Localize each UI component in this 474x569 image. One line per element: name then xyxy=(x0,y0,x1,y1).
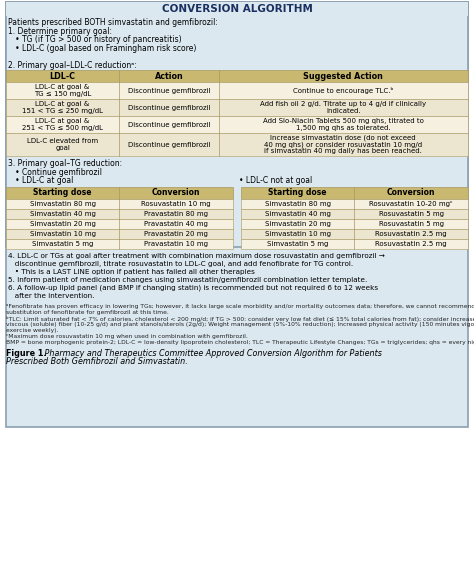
Bar xyxy=(241,208,468,218)
Text: BMP = bone morphogenic protein-2; LDL-C = low-density lipoprotein cholesterol; T: BMP = bone morphogenic protein-2; LDL-C … xyxy=(6,340,474,344)
Bar xyxy=(241,199,468,208)
Text: Simvastatin 10 mg: Simvastatin 10 mg xyxy=(30,230,96,237)
Text: Rosuvastatin 5 mg: Rosuvastatin 5 mg xyxy=(379,221,444,226)
Text: Starting dose: Starting dose xyxy=(268,188,327,197)
Text: ᵇTLC: Limit saturated fat < 7% of calories, cholesterol < 200 mg/d; if TG > 500:: ᵇTLC: Limit saturated fat < 7% of calori… xyxy=(6,315,474,321)
Text: CONVERSION ALGORITHM: CONVERSION ALGORITHM xyxy=(162,4,312,14)
Text: 4. LDL-C or TGs at goal after treatment with combination maximum dose rosuvastat: 4. LDL-C or TGs at goal after treatment … xyxy=(8,253,385,258)
Text: Simvastatin 20 mg: Simvastatin 20 mg xyxy=(30,221,96,226)
Text: after the intervention.: after the intervention. xyxy=(8,292,94,299)
Bar xyxy=(6,2,468,246)
Text: 2. Primary goal–LDL-C reductionᵃ:: 2. Primary goal–LDL-C reductionᵃ: xyxy=(8,60,137,69)
Text: Discontinue gemfibrozil: Discontinue gemfibrozil xyxy=(128,122,210,127)
Text: 251 < TG ≤ 500 mg/dL: 251 < TG ≤ 500 mg/dL xyxy=(22,125,103,131)
Bar xyxy=(6,199,233,208)
Text: Rosuvastatin 5 mg: Rosuvastatin 5 mg xyxy=(379,211,444,216)
Bar xyxy=(6,82,468,99)
Bar xyxy=(241,229,468,238)
Text: Prescribed Both Gemfibrozil and Simvastatin.: Prescribed Both Gemfibrozil and Simvasta… xyxy=(6,357,188,366)
Bar xyxy=(241,218,468,229)
Text: • This is a LAST LINE option if patient has failed all other therapies: • This is a LAST LINE option if patient … xyxy=(8,269,255,274)
Text: Add Slo-Niacin Tablets 500 mg qhs, titrated to: Add Slo-Niacin Tablets 500 mg qhs, titra… xyxy=(263,118,424,124)
Text: Pravastatin 10 mg: Pravastatin 10 mg xyxy=(144,241,208,246)
Text: LDL-C elevated from: LDL-C elevated from xyxy=(27,138,98,145)
Text: Suggested Action: Suggested Action xyxy=(303,72,383,80)
Text: • TG (if TG > 500 or history of pancreatitis): • TG (if TG > 500 or history of pancreat… xyxy=(8,35,182,44)
Text: Discontinue gemfibrozil: Discontinue gemfibrozil xyxy=(128,88,210,93)
Text: 6. A follow-up lipid panel (and BMP if changing statin) is recommended but not r: 6. A follow-up lipid panel (and BMP if c… xyxy=(8,284,378,291)
Bar xyxy=(6,2,468,16)
Text: discontinue gemfibrozil, titrate rosuvastatin to LDL-C goal, and add fenofibrate: discontinue gemfibrozil, titrate rosuvas… xyxy=(8,261,353,266)
Bar xyxy=(241,238,468,249)
Text: Continue to encourage TLC.ᵇ: Continue to encourage TLC.ᵇ xyxy=(293,87,393,94)
Text: Rosuvastatin 10-20 mgᶜ: Rosuvastatin 10-20 mgᶜ xyxy=(369,200,453,207)
Text: Simvastatin 80 mg: Simvastatin 80 mg xyxy=(30,200,96,207)
Text: Rosuvastatin 2.5 mg: Rosuvastatin 2.5 mg xyxy=(375,241,447,246)
Text: Pravastatin 80 mg: Pravastatin 80 mg xyxy=(144,211,208,216)
Text: 5. Inform patient of medication changes using simvastatin/gemfibrozil combinatio: 5. Inform patient of medication changes … xyxy=(8,277,367,282)
Text: Discontinue gemfibrozil: Discontinue gemfibrozil xyxy=(128,142,210,147)
Text: Simvastatin 80 mg: Simvastatin 80 mg xyxy=(265,200,331,207)
Bar xyxy=(6,187,233,199)
Text: 1. Determine primary goal:: 1. Determine primary goal: xyxy=(8,27,112,35)
Text: viscous (soluble) fiber (10-25 g/d) and plant stanols/sterols (2g/d); Weight man: viscous (soluble) fiber (10-25 g/d) and … xyxy=(6,321,474,327)
Text: Simvastatin 5 mg: Simvastatin 5 mg xyxy=(32,241,93,246)
Text: Simvastatin 5 mg: Simvastatin 5 mg xyxy=(267,241,328,246)
Text: • LDL-C at goal: • LDL-C at goal xyxy=(8,176,73,185)
Text: LDL-C: LDL-C xyxy=(50,72,75,80)
Text: TG ≤ 150 mg/dL: TG ≤ 150 mg/dL xyxy=(34,90,91,97)
Text: Rosuvastatin 2.5 mg: Rosuvastatin 2.5 mg xyxy=(375,230,447,237)
Bar xyxy=(6,99,468,116)
Bar xyxy=(6,70,468,82)
Text: Patients prescribed BOTH simvastatin and gemfibrozil:: Patients prescribed BOTH simvastatin and… xyxy=(8,18,218,27)
Text: goal: goal xyxy=(55,145,70,151)
Text: substitution of fenofibrate for gemfibrozil at this time.: substitution of fenofibrate for gemfibro… xyxy=(6,310,169,315)
Text: ᵃFenofibrate has proven efficacy in lowering TGs; however, it lacks large scale : ᵃFenofibrate has proven efficacy in lowe… xyxy=(6,303,474,308)
Text: Starting dose: Starting dose xyxy=(34,188,92,197)
Text: indicated.: indicated. xyxy=(326,108,361,114)
Text: • LDL-C not at goal: • LDL-C not at goal xyxy=(239,176,312,185)
Bar xyxy=(6,218,233,229)
Bar xyxy=(6,116,468,133)
Bar xyxy=(6,238,233,249)
Text: 3. Primary goal–TG reduction:: 3. Primary goal–TG reduction: xyxy=(8,159,122,168)
Bar xyxy=(6,229,233,238)
Text: 40 mg qhs) or consider rosuvastatin 10 mg/d: 40 mg qhs) or consider rosuvastatin 10 m… xyxy=(264,141,422,148)
Text: Simvastatin 10 mg: Simvastatin 10 mg xyxy=(265,230,331,237)
Text: exercise weekly).: exercise weekly). xyxy=(6,328,58,332)
Text: Simvastatin 40 mg: Simvastatin 40 mg xyxy=(265,211,331,216)
Text: • Continue gemfibrozil: • Continue gemfibrozil xyxy=(8,167,102,176)
Text: Rosuvastatin 10 mg: Rosuvastatin 10 mg xyxy=(141,200,211,207)
Text: Figure 1.: Figure 1. xyxy=(6,348,46,357)
Text: • LDL-C (goal based on Framingham risk score): • LDL-C (goal based on Framingham risk s… xyxy=(8,43,196,52)
Text: Conversion: Conversion xyxy=(387,188,436,197)
Text: LDL-C at goal &: LDL-C at goal & xyxy=(36,84,90,90)
Text: LDL-C at goal &: LDL-C at goal & xyxy=(36,118,90,124)
Text: Pharmacy and Therapeutics Committee Approved Conversion Algorithm for Patients: Pharmacy and Therapeutics Committee Appr… xyxy=(42,348,382,357)
Text: Simvastatin 20 mg: Simvastatin 20 mg xyxy=(265,221,331,226)
Text: Pravastatin 40 mg: Pravastatin 40 mg xyxy=(144,221,208,226)
Text: if simvastatin 40 mg daily has been reached.: if simvastatin 40 mg daily has been reac… xyxy=(264,148,422,154)
Text: ᶜMaximum dose rosuvastatin 10 mg when used in combination with gemfibrozil.: ᶜMaximum dose rosuvastatin 10 mg when us… xyxy=(6,333,248,339)
Text: Add fish oil 2 g/d. Titrate up to 4 g/d if clinically: Add fish oil 2 g/d. Titrate up to 4 g/d … xyxy=(260,101,426,107)
Text: Increase simvastatin dose (do not exceed: Increase simvastatin dose (do not exceed xyxy=(271,135,416,141)
Bar xyxy=(6,2,468,427)
Text: Simvastatin 40 mg: Simvastatin 40 mg xyxy=(30,211,96,216)
Text: 1,500 mg qhs as tolerated.: 1,500 mg qhs as tolerated. xyxy=(296,125,391,131)
Bar xyxy=(241,187,468,199)
Text: Pravastatin 20 mg: Pravastatin 20 mg xyxy=(144,230,208,237)
Text: LDL-C at goal &: LDL-C at goal & xyxy=(36,101,90,107)
Bar xyxy=(6,208,233,218)
Text: Action: Action xyxy=(155,72,183,80)
Bar xyxy=(6,133,468,156)
Text: Conversion: Conversion xyxy=(152,188,201,197)
Text: 151 < TG ≤ 250 mg/dL: 151 < TG ≤ 250 mg/dL xyxy=(22,108,103,114)
Text: Discontinue gemfibrozil: Discontinue gemfibrozil xyxy=(128,105,210,110)
